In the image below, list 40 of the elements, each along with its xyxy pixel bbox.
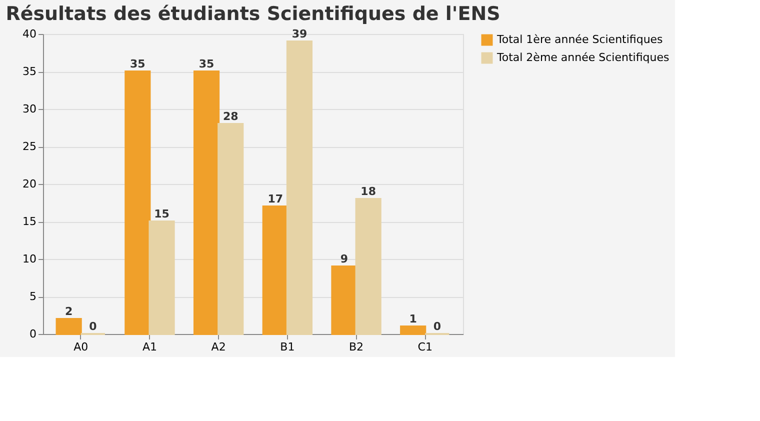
x-tick-label: C1 <box>418 340 432 354</box>
bar <box>56 318 82 335</box>
x-tick-label: B1 <box>280 340 295 354</box>
bar <box>262 206 288 335</box>
bar <box>331 266 358 335</box>
bar <box>124 70 151 335</box>
x-tick-label: A1 <box>142 340 157 354</box>
data-label: 35 <box>130 58 146 70</box>
y-tick-label: 0 <box>30 328 36 340</box>
y-tick-label: 20 <box>22 178 36 190</box>
bar <box>400 326 426 335</box>
data-label: 0 <box>89 320 98 333</box>
data-label: 1 <box>409 312 417 326</box>
y-tick-label: 25 <box>22 140 36 153</box>
y-tick-label: 40 <box>22 28 36 40</box>
bar <box>218 123 244 335</box>
data-label: 35 <box>198 58 214 70</box>
y-tick-label: 35 <box>22 65 36 78</box>
legend-label: Total 2ème année Scientifiques <box>496 51 670 64</box>
chart-title: Résultats des étudiants Scientifiques de l'ENS <box>6 3 500 25</box>
y-tick-label: 15 <box>22 215 36 228</box>
x-tick-label: B2 <box>349 340 364 354</box>
bar <box>148 220 175 335</box>
bar <box>193 70 220 335</box>
data-label: 2 <box>64 305 73 318</box>
data-label: 15 <box>154 208 170 220</box>
data-label: 0 <box>433 320 442 333</box>
bar <box>355 198 382 335</box>
data-label: 17 <box>268 192 284 206</box>
y-tick-label: 30 <box>22 102 36 116</box>
x-tick-label: A2 <box>211 340 226 354</box>
data-label: 39 <box>292 28 308 40</box>
x-tick-label: A0 <box>74 340 88 354</box>
legend-label: Total 1ère année Scientifiques <box>496 33 664 46</box>
data-label: 28 <box>222 110 238 123</box>
bar <box>286 40 313 335</box>
data-label: 9 <box>340 252 348 266</box>
y-tick-label: 5 <box>30 290 36 303</box>
y-tick-label: 10 <box>22 252 36 266</box>
data-label: 18 <box>360 185 376 198</box>
